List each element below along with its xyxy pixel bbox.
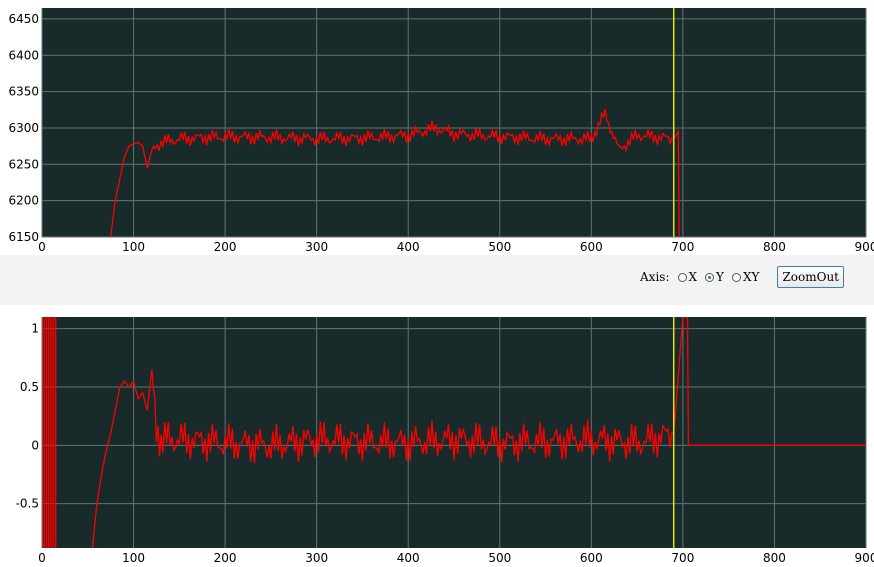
x-tick-label: 400 [397,551,420,565]
plot-area [42,8,866,237]
x-tick-label: 900 [855,240,874,254]
plot-area [42,317,866,548]
top-plot-panel[interactable]: 0 100 200 300 400 500 600 700 800 900 6150 6200 6250… [0,0,874,255]
top-plot-chart[interactable]: 0 100 200 300 400 500 600 700 800 900 6150 6200 6250… [0,0,874,255]
x-tick-label: 600 [580,240,603,254]
x-tick-label: 900 [855,551,874,565]
x-tick-label: 700 [671,240,694,254]
y-tick-label: 6300 [8,121,39,135]
y-tick-label: 0.5 [20,380,39,394]
y-tick-label: -0.5 [16,497,39,511]
radio-x-icon[interactable] [677,272,687,282]
x-tick-label: 300 [305,240,328,254]
axis-selector: Axis: X Y XY ZoomOut [640,266,844,288]
y-tick-label: 6200 [8,194,39,208]
x-tick-label: 800 [763,551,786,565]
series-line [91,317,866,548]
x-tick-label: 0 [38,240,46,254]
axis-option-xy-label: XY [742,270,760,284]
y-tick-label: 0 [31,438,39,452]
y-tick-label: 6400 [8,48,39,62]
axis-option-y[interactable]: Y [705,270,724,284]
axis-option-xy[interactable]: XY [731,270,760,284]
radio-y-icon[interactable] [705,272,715,282]
y-tick-label: 6150 [8,230,39,244]
x-tick-label: 100 [122,551,145,565]
y-tick-label: 6250 [8,157,39,171]
x-tick-label: 200 [214,551,237,565]
x-tick-label: 500 [488,240,511,254]
axis-option-x-label: X [688,270,698,284]
x-tick-label: 700 [671,551,694,565]
x-tick-label: 600 [580,551,603,565]
axis-option-x[interactable]: X [677,270,698,284]
x-tick-label: 800 [763,240,786,254]
axis-option-y-label: Y [716,270,724,284]
x-tick-label: 200 [214,240,237,254]
axis-label: Axis: [640,270,670,284]
x-tick-label: 100 [122,240,145,254]
x-tick-label: 400 [397,240,420,254]
bottom-plot-chart[interactable]: 0 100 200 300 400 500 600 700 800 900 -0.5 0 0.5 1 [0,305,874,567]
zoom-out-button[interactable]: ZoomOut [777,266,844,288]
y-tick-label: 6350 [8,85,39,99]
y-tick-label: 1 [31,322,39,336]
x-tick-label: 500 [488,551,511,565]
x-tick-label: 300 [305,551,328,565]
y-tick-label: 6450 [8,12,39,26]
series-line [110,108,680,237]
bottom-plot-panel[interactable]: 0 100 200 300 400 500 600 700 800 900 -0.5 0 0.5 1 [0,305,874,567]
plot-toolbar: Axis: X Y XY ZoomOut [0,255,874,305]
x-tick-label: 0 [38,551,46,565]
radio-xy-icon[interactable] [731,272,741,282]
